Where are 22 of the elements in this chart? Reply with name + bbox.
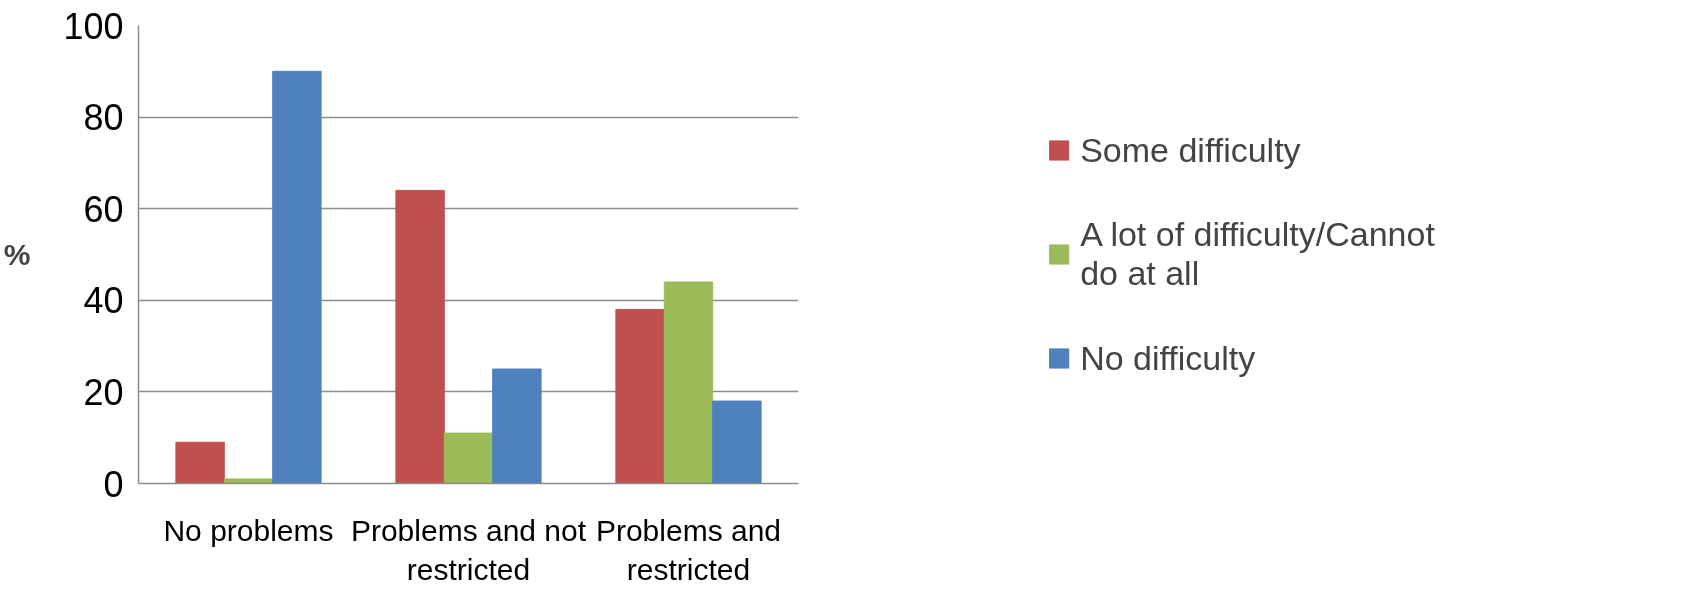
y-tick-label: 20	[83, 371, 124, 413]
y-axis-title: %	[3, 238, 31, 271]
x-tick-label: Problems and restricted	[595, 513, 782, 587]
legend-label: No difficulty	[1080, 338, 1256, 378]
bar	[395, 189, 445, 484]
bar	[272, 70, 322, 484]
y-tick-label: 60	[83, 188, 124, 230]
legend-label: Some difficulty	[1080, 130, 1301, 170]
bar	[443, 432, 494, 484]
y-tick-label: 40	[83, 280, 124, 322]
bar	[615, 308, 665, 484]
y-tick-label: 100	[63, 5, 124, 47]
y-tick-label: 0	[103, 463, 124, 505]
bar	[175, 441, 225, 484]
legend-label: A lot of difficulty/Cannot do at all	[1080, 215, 1435, 293]
x-tick-label: No problems	[163, 513, 334, 547]
bar	[223, 478, 274, 484]
bar	[712, 400, 762, 484]
x-tick-label: Problems and not restricted	[350, 513, 587, 587]
bar	[663, 281, 714, 484]
y-tick-label: 80	[83, 97, 124, 139]
bar	[492, 368, 542, 484]
